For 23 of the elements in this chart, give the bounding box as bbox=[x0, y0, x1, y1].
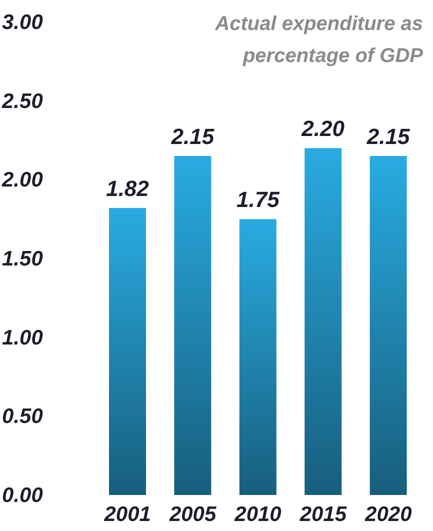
bar bbox=[109, 208, 146, 495]
data-label: 1.82 bbox=[106, 176, 150, 202]
bar bbox=[304, 148, 342, 495]
data-label: 2.15 bbox=[170, 124, 215, 150]
y-tick-label: 0.50 bbox=[2, 405, 44, 428]
data-label: 2.15 bbox=[366, 124, 410, 150]
x-tick-label: 2015 bbox=[298, 503, 347, 526]
x-tick-label: 2010 bbox=[234, 503, 282, 526]
data-label: 2.20 bbox=[300, 116, 346, 142]
chart-title: Actual expenditure as percentage of GDP bbox=[214, 12, 423, 69]
y-tick-label: 1.50 bbox=[2, 248, 44, 270]
x-tick-label: 2001 bbox=[103, 503, 151, 526]
bar bbox=[370, 156, 407, 495]
y-tick-label: 1.00 bbox=[2, 326, 44, 350]
bar bbox=[239, 219, 276, 495]
y-tick-label: 0.00 bbox=[2, 484, 44, 507]
y-tick-label: 3.00 bbox=[2, 11, 44, 34]
bar bbox=[174, 156, 212, 495]
x-tick-label: 2020 bbox=[364, 503, 412, 526]
x-tick-label: 2005 bbox=[168, 503, 216, 526]
data-label: 1.75 bbox=[236, 187, 280, 212]
y-tick-label: 2.50 bbox=[1, 90, 44, 113]
y-tick-label: 2.00 bbox=[1, 168, 44, 192]
